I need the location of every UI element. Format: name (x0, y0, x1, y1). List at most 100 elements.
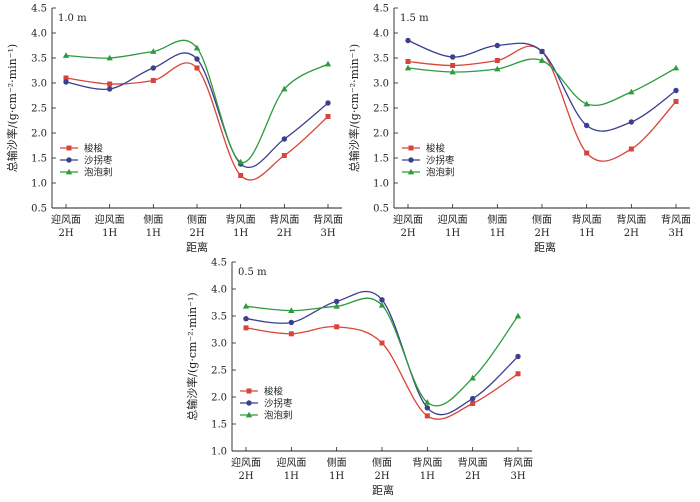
data-point (424, 399, 431, 405)
chart-panel-2: 1.0 1.5 2.0 2.5 3.0 3.5 4.0 4.5 迎风面 2H 迎风面 1H 侧面 1H 侧面… (185, 258, 533, 498)
data-point (150, 48, 157, 54)
y-tick-label: 2.0 (373, 129, 389, 140)
legend-label: 梭梭 (426, 143, 446, 155)
series-line-2 (245, 297, 519, 407)
x-tick-label: 2H (624, 228, 639, 239)
data-point (242, 302, 250, 309)
data-point (424, 413, 430, 419)
legend-label: 泡泡刺 (84, 167, 113, 179)
data-point (583, 100, 590, 107)
x-tick-label: 1H (445, 228, 460, 239)
data-point (405, 59, 411, 64)
x-tick-label: 背风面 (458, 456, 488, 469)
y-axis-title: 总输沙率/(g·cm⁻²·min⁻¹) (347, 44, 361, 172)
data-point (237, 158, 244, 165)
y-tick-label: 0.5 (31, 204, 47, 215)
y-tick-label: 1.0 (31, 179, 47, 190)
x-tick-label: 迎风面 (438, 214, 468, 226)
data-point (469, 395, 476, 402)
x-tick-label: 侧面 (327, 456, 347, 469)
y-tick-label: 3.0 (211, 339, 227, 350)
legend-label: 泡泡刺 (264, 410, 293, 422)
chart-panel-0: 0.5 1.0 1.5 2.0 2.5 3.0 3.5 4.0 4.5 迎风面 2H 迎风面 1H 侧面 1… (5, 4, 343, 255)
x-tick-label: 2H (465, 471, 480, 482)
y-tick-label: 4.0 (211, 285, 227, 296)
x-tick-label: 侧面 (187, 213, 207, 226)
data-point (379, 297, 385, 303)
x-tick-label: 3H (510, 471, 525, 482)
x-axis-title: 距离 (186, 240, 208, 254)
data-point (194, 56, 200, 62)
legend-marker (66, 157, 72, 163)
x-tick-label: 2H (400, 228, 415, 239)
y-tick-label: 2.5 (211, 366, 227, 377)
panel-label: 1.0 m (58, 13, 87, 24)
x-tick-label: 迎风面 (95, 214, 125, 226)
y-tick-label: 3.0 (373, 79, 389, 90)
data-point (288, 307, 295, 313)
panel-label: 0.5 m (238, 267, 267, 278)
data-point (62, 52, 70, 58)
data-point (449, 54, 456, 60)
legend-marker (66, 145, 72, 151)
legend-marker (65, 168, 73, 175)
data-point (324, 60, 332, 67)
data-point (333, 298, 340, 305)
y-tick-label: 4.0 (31, 29, 47, 40)
y-tick-label: 3.5 (373, 54, 389, 65)
data-point (515, 371, 521, 377)
x-tick-label: 1H (233, 228, 248, 239)
legend-marker (245, 411, 253, 418)
x-tick-label: 1H (579, 228, 594, 239)
y-tick-label: 4.5 (31, 4, 47, 15)
legend-marker (408, 145, 414, 151)
data-point (628, 119, 635, 125)
data-point (243, 325, 249, 331)
y-tick-label: 3.0 (31, 79, 47, 90)
legend-label: 沙拐枣 (426, 155, 455, 167)
legend-label: 泡泡刺 (426, 167, 455, 179)
x-tick-label: 2H (534, 228, 549, 239)
data-point (494, 65, 501, 72)
x-tick-label: 背风面 (503, 456, 533, 469)
data-point (404, 64, 412, 71)
x-tick-label: 3H (320, 228, 335, 239)
y-tick-label: 2.5 (31, 104, 47, 115)
x-tick-label: 背风面 (313, 213, 343, 226)
data-point (424, 405, 431, 411)
x-tick-label: 背风面 (226, 213, 256, 226)
data-point (63, 79, 69, 85)
data-point (378, 301, 386, 308)
data-point (584, 150, 590, 156)
y-tick-label: 0.5 (373, 204, 389, 215)
y-tick-label: 4.0 (373, 29, 389, 40)
x-tick-label: 背风面 (616, 213, 646, 226)
x-tick-label: 1H (102, 228, 117, 239)
data-point (673, 87, 679, 94)
data-point (539, 48, 545, 55)
x-tick-label: 侧面 (372, 456, 392, 469)
x-tick-label: 背风面 (661, 213, 691, 226)
x-tick-label: 1H (284, 471, 299, 482)
y-tick-label: 3.5 (31, 54, 47, 65)
data-point (628, 146, 634, 152)
x-tick-label: 背风面 (572, 213, 602, 226)
y-tick-label: 1.0 (211, 447, 227, 458)
data-point (470, 400, 476, 406)
x-tick-label: 背风面 (269, 213, 299, 226)
data-point (194, 65, 200, 71)
data-point (672, 64, 680, 71)
y-tick-label: 2.5 (373, 104, 389, 115)
data-point (63, 75, 69, 81)
panel-label: 1.5 m (400, 13, 429, 24)
x-tick-label: 2H (238, 471, 253, 482)
x-tick-label: 背风面 (412, 456, 442, 469)
data-point (628, 88, 635, 95)
x-tick-label: 迎风面 (276, 457, 306, 469)
chart-panel-1: 0.5 1.0 1.5 2.0 2.5 3.0 3.5 4.0 4.5 迎风面 2H 迎风面 1H 侧面 1… (347, 4, 691, 255)
data-point (334, 324, 340, 330)
y-tick-label: 4.5 (211, 258, 227, 269)
y-axis-title: 总输沙率/(g·cm⁻²·min⁻¹) (5, 44, 19, 172)
data-point (449, 68, 456, 75)
y-tick-label: 1.5 (31, 154, 47, 165)
